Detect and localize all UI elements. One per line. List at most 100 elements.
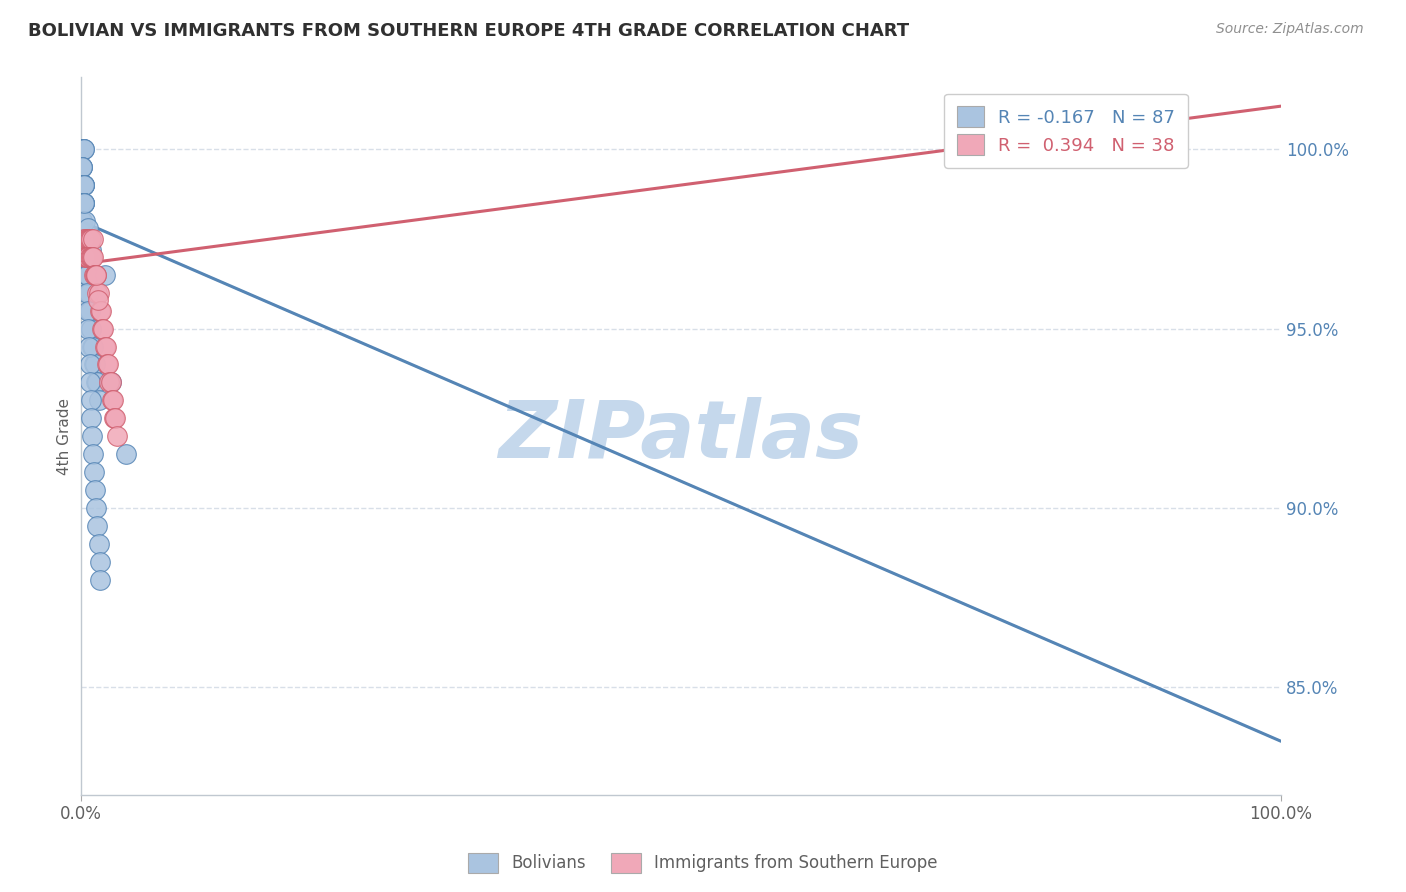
Point — [77, 285, 100, 300]
Point — [83, 465, 105, 479]
Point — [89, 573, 111, 587]
Legend: R = -0.167   N = 87, R =  0.394   N = 38: R = -0.167 N = 87, R = 0.394 N = 38 — [945, 94, 1188, 168]
Point — [77, 232, 100, 246]
Point — [104, 411, 127, 425]
Point — [77, 285, 100, 300]
Point — [73, 196, 96, 211]
Text: ZIPatlas: ZIPatlas — [498, 397, 863, 475]
Point — [105, 429, 128, 443]
Point — [77, 250, 100, 264]
Point — [80, 250, 103, 264]
Point — [72, 232, 94, 246]
Point — [70, 160, 93, 174]
Point — [115, 447, 138, 461]
Point — [89, 555, 111, 569]
Point — [72, 196, 94, 211]
Point — [76, 221, 98, 235]
Point — [83, 358, 105, 372]
Point — [76, 250, 98, 264]
Point — [77, 340, 100, 354]
Point — [97, 358, 120, 372]
Point — [103, 411, 125, 425]
Point — [70, 142, 93, 156]
Point — [84, 501, 107, 516]
Text: BOLIVIAN VS IMMIGRANTS FROM SOUTHERN EUROPE 4TH GRADE CORRELATION CHART: BOLIVIAN VS IMMIGRANTS FROM SOUTHERN EUR… — [28, 22, 910, 40]
Point — [72, 142, 94, 156]
Point — [72, 232, 94, 246]
Point — [70, 196, 93, 211]
Point — [70, 142, 93, 156]
Point — [73, 178, 96, 192]
Point — [70, 160, 93, 174]
Point — [82, 232, 104, 246]
Point — [73, 178, 96, 192]
Point — [80, 340, 103, 354]
Point — [86, 376, 108, 390]
Point — [70, 196, 93, 211]
Point — [75, 250, 97, 264]
Point — [72, 142, 94, 156]
Point — [70, 214, 93, 228]
Point — [80, 393, 103, 408]
Point — [84, 268, 107, 282]
Point — [73, 196, 96, 211]
Point — [100, 393, 122, 408]
Point — [76, 232, 98, 246]
Point — [73, 214, 96, 228]
Point — [80, 321, 103, 335]
Point — [87, 537, 110, 551]
Point — [80, 429, 103, 443]
Point — [87, 393, 110, 408]
Text: Source: ZipAtlas.com: Source: ZipAtlas.com — [1216, 22, 1364, 37]
Point — [72, 178, 94, 192]
Point — [70, 214, 93, 228]
Point — [80, 411, 103, 425]
Point — [75, 232, 97, 246]
Point — [70, 214, 93, 228]
Point — [93, 268, 115, 282]
Point — [72, 196, 94, 211]
Point — [73, 232, 96, 246]
Point — [72, 178, 94, 192]
Point — [79, 303, 101, 318]
Point — [75, 250, 97, 264]
Point — [84, 268, 107, 282]
Point — [73, 232, 96, 246]
Point — [89, 303, 111, 318]
Point — [76, 268, 98, 282]
Point — [82, 340, 104, 354]
Point — [77, 321, 100, 335]
Point — [87, 293, 110, 307]
Point — [73, 250, 96, 264]
Point — [83, 268, 105, 282]
Point — [101, 393, 124, 408]
Point — [82, 250, 104, 264]
Point — [76, 232, 98, 246]
Point — [76, 268, 98, 282]
Point — [94, 340, 117, 354]
Point — [90, 303, 112, 318]
Point — [79, 303, 101, 318]
Point — [70, 142, 93, 156]
Point — [84, 358, 107, 372]
Point — [79, 232, 101, 246]
Point — [79, 250, 101, 264]
Point — [72, 232, 94, 246]
Point — [84, 268, 107, 282]
Point — [73, 250, 96, 264]
Point — [72, 196, 94, 211]
Point — [91, 321, 114, 335]
Point — [72, 160, 94, 174]
Point — [72, 232, 94, 246]
Point — [84, 376, 107, 390]
Point — [98, 376, 121, 390]
Point — [80, 243, 103, 257]
Point — [76, 285, 98, 300]
Point — [80, 232, 103, 246]
Point — [72, 142, 94, 156]
Point — [73, 250, 96, 264]
Point — [75, 232, 97, 246]
Point — [70, 142, 93, 156]
Point — [76, 268, 98, 282]
Point — [76, 268, 98, 282]
